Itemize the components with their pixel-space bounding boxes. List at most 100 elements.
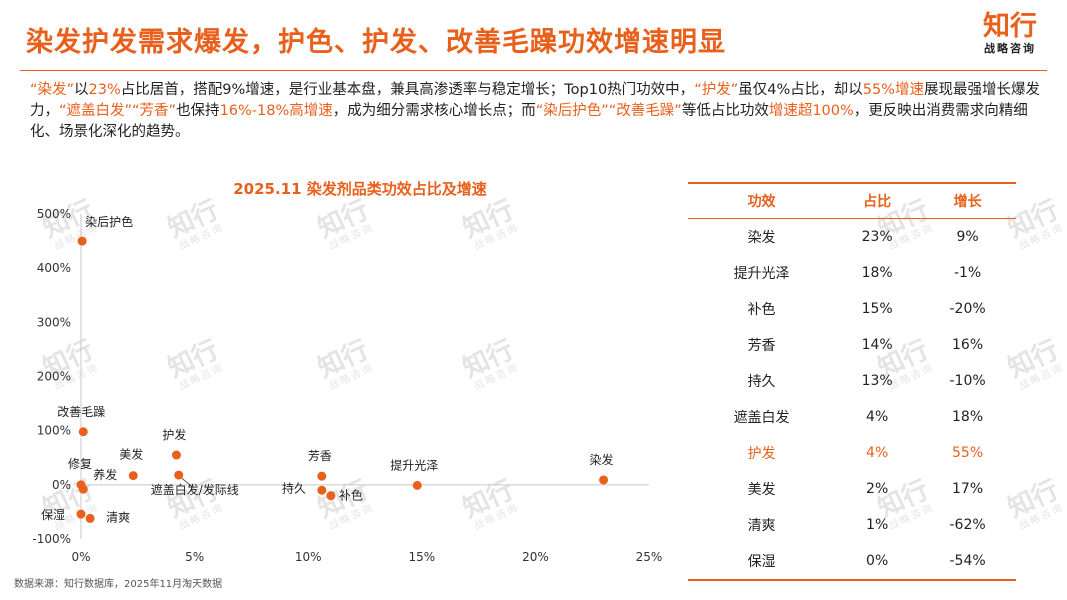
data-label: 染发 — [590, 452, 614, 467]
summary-text: 占比居首，搭配9%增速，是行业基本盘，兼具高渗透率与稳定增长；Top10热门功效… — [120, 82, 695, 98]
summary-highlight: 16%-18%高增速 — [219, 103, 333, 119]
table-cell: 补色 — [747, 302, 776, 318]
summary-highlight: “护发” — [694, 82, 739, 98]
data-point — [171, 450, 181, 460]
table-row: 美发 2% 17% — [688, 471, 1016, 507]
y-tick-label: 400% — [37, 261, 71, 275]
x-tick-label: 15% — [408, 550, 435, 564]
table-cell: 染发 — [747, 230, 776, 246]
data-point — [128, 471, 138, 481]
table-row: 芳香 14% 16% — [688, 327, 1016, 363]
table-row: 补色 15% -20% — [688, 291, 1016, 327]
data-label: 遮盖白发/发际线 — [151, 482, 239, 497]
table-header-cell: 增长 — [919, 182, 1016, 219]
data-point — [76, 509, 86, 519]
x-tick-label: 10% — [295, 550, 322, 564]
table-cell: -1% — [953, 265, 982, 281]
summary-highlight: “遮盖白发”“芳香” — [59, 103, 177, 119]
table-row: 保湿 0% -54% — [688, 543, 1016, 581]
table-row: 遮盖白发 4% 18% — [688, 399, 1016, 435]
watermark-subtitle: 战略咨询 — [1017, 222, 1066, 253]
table-cell: -20% — [949, 301, 986, 317]
summary-text: 虽仅4%占比，却以 — [738, 82, 863, 98]
data-label: 补色 — [339, 489, 363, 503]
data-label: 芳香 — [308, 449, 332, 463]
table-cell: 9% — [956, 229, 979, 245]
y-tick-label: 300% — [37, 315, 71, 329]
summary-paragraph: “染发”以23%占比居首，搭配9%增速，是行业基本盘，兼具高渗透率与稳定增长；T… — [30, 80, 1040, 143]
table-cell: 0% — [835, 543, 920, 581]
chart-title: 2025.11 染发剂品类功效占比及增速 — [233, 180, 487, 198]
data-label: 美发 — [119, 447, 143, 462]
table-cell: 55% — [952, 445, 984, 461]
table-cell: -62% — [949, 517, 986, 533]
watermark-subtitle: 战略咨询 — [1017, 362, 1066, 393]
data-label: 染后护色 — [85, 214, 133, 229]
summary-highlight: 增速超100% — [768, 103, 854, 119]
y-tick-label: 100% — [37, 424, 71, 438]
x-tick-label: 20% — [522, 550, 549, 564]
table-row: 清爽 1% -62% — [688, 507, 1016, 543]
table-row: 护发 4% 55% — [688, 435, 1016, 471]
y-tick-label: -100% — [32, 532, 71, 546]
table-cell: 13% — [861, 373, 893, 389]
table-cell: 18% — [952, 409, 984, 425]
table-cell: 芳香 — [747, 338, 776, 354]
table-cell: -54% — [919, 543, 1016, 581]
summary-highlight: 23% — [88, 82, 121, 98]
y-tick-label: 0% — [52, 478, 71, 492]
summary-text: 等低占比功效 — [681, 103, 769, 119]
x-tick-label: 5% — [185, 550, 204, 564]
data-point — [85, 513, 95, 523]
table-cell: 清爽 — [747, 518, 776, 534]
table-cell: 持久 — [747, 374, 776, 390]
table-cell: 16% — [952, 337, 984, 353]
efficacy-table: 功效 占比 增长 染发 23% 9% 提升光泽 18% -1% 补色 15% -20% 芳香 14% 16… — [688, 182, 1016, 581]
table-cell: 17% — [952, 481, 984, 497]
table-body: 染发 23% 9% 提升光泽 18% -1% 补色 15% -20% 芳香 14% 16% 持久 13% -… — [688, 219, 1016, 581]
summary-text: ，成为细分需求核心增长点；而 — [332, 103, 536, 119]
y-tick-label: 200% — [37, 370, 71, 384]
table-cell: 1% — [866, 517, 889, 533]
data-point — [78, 427, 88, 437]
x-tick-label: 0% — [71, 550, 90, 564]
data-point — [174, 470, 184, 480]
data-point — [78, 484, 88, 494]
data-point — [599, 475, 609, 485]
data-label: 持久 — [282, 480, 306, 495]
data-point — [412, 480, 422, 490]
scatter-chart: 500%400%300%200%100%0%-100%0% 5% 10% 15% 20%… — [32, 207, 663, 564]
page-title: 染发护发需求爆发，护色、护发、改善毛躁功效增速明显 — [26, 27, 726, 58]
table-row: 持久 13% -10% — [688, 363, 1016, 399]
x-tick-label: 25% — [636, 550, 663, 564]
data-point — [317, 485, 327, 495]
brand-logo: 知行 战略咨询 — [973, 12, 1047, 56]
y-tick-label: 500% — [37, 207, 71, 221]
table-cell: -10% — [949, 373, 986, 389]
table-cell: 提升光泽 — [733, 266, 790, 282]
watermark-subtitle: 战略咨询 — [1017, 502, 1066, 533]
table-row: 染发 23% 9% — [688, 219, 1016, 256]
table-cell: 4% — [866, 445, 889, 461]
leader-line — [181, 477, 194, 488]
table-cell: 美发 — [747, 482, 776, 498]
table-cell: 遮盖白发 — [733, 410, 790, 426]
table-cell: 15% — [861, 301, 893, 317]
data-label: 养发 — [93, 467, 117, 482]
summary-text: ，更反映出消费需求向精细化、场景化深化的趋势。 — [30, 103, 1028, 140]
data-label: 清爽 — [106, 510, 130, 524]
data-label: 提升光泽 — [390, 457, 438, 472]
data-point — [77, 236, 87, 246]
table-header-cell: 功效 — [688, 182, 836, 219]
table-cell: 4% — [866, 409, 889, 425]
summary-text: 以 — [74, 82, 89, 98]
table-cell: 护发 — [747, 446, 776, 462]
logo-name: 知行 — [983, 11, 1037, 42]
table-header-row: 功效 占比 增长 — [688, 182, 1016, 219]
table-row: 提升光泽 18% -1% — [688, 255, 1016, 291]
logo-subtitle: 战略咨询 — [984, 42, 1036, 55]
table-header-cell: 占比 — [835, 182, 920, 219]
summary-highlight: “染后护色”“改善毛躁” — [535, 103, 682, 119]
summary-text: 展现最强增长爆发力， — [30, 82, 1040, 119]
summary-text: 也保持 — [176, 103, 220, 119]
